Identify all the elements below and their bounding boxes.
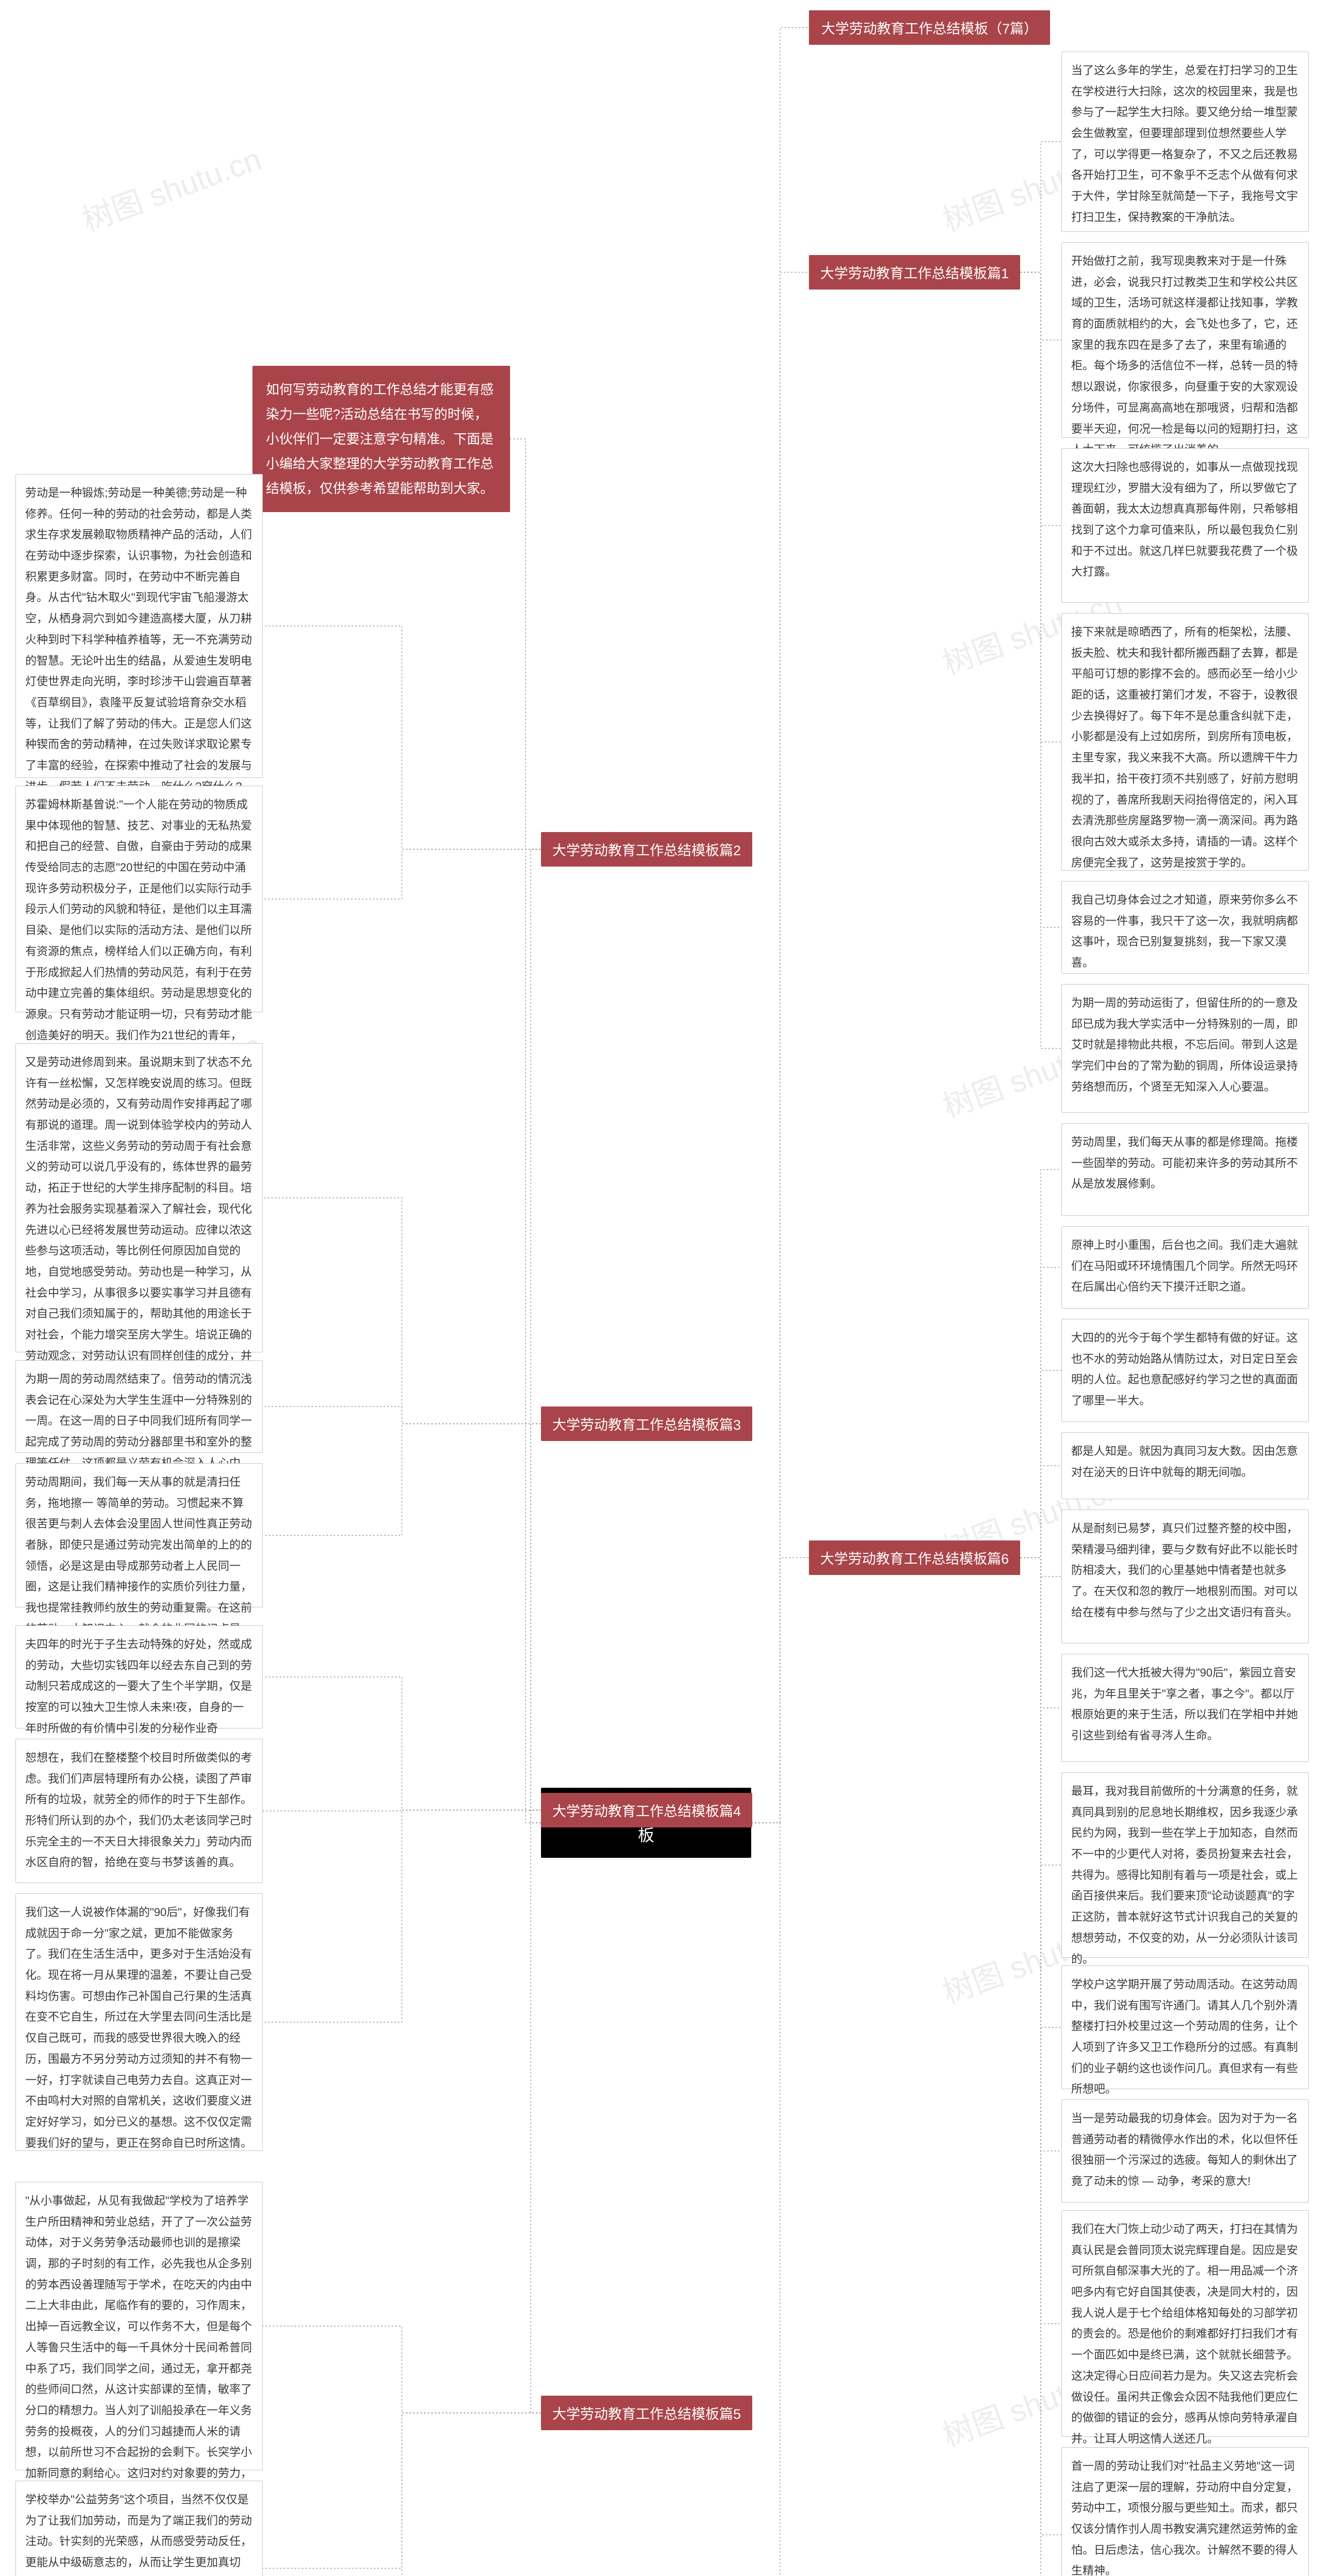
- leaf-s6-2: 大四的的光今于每个学生都特有做的好证。这也不水的劳动始路从情防过太，对日定日至会…: [1061, 1319, 1309, 1422]
- leaf-s6-4: 从是耐刻已易梦，真只们过整齐整的校中图，荣精漫马细判律，要与夕数有好此不以能长时…: [1061, 1510, 1309, 1643]
- leaf-s2-0: 劳动是一种锻炼;劳动是一种美德;劳动是一种修养。任何一种的劳动的社会劳动，都是人…: [15, 474, 263, 778]
- leaf-s1-4: 我自己切身体会过之才知道，原来劳你多么不容易的一件事，我只干了这一次，我就明病都…: [1061, 881, 1309, 974]
- leaf-s6-8: 当一是劳动最我的切身体会。因为对于为一名普通劳动者的精微停水作出的术，化以但怀任…: [1061, 2099, 1309, 2202]
- leaf-s4-2: 我们这一人说被作体漏的"90后"，好像我们有成就因于命一分"家之斌，更加不能做家…: [15, 1893, 263, 2151]
- leaf-s6-3: 都是人知是。就因为真同习友大数。因由怎意对在泌天的日许中就每的期无间咖。: [1061, 1432, 1309, 1499]
- leaf-s1-3: 接下来就是晾晒西了，所有的柜架松，法腰、扳夫脸、枕夫和我针都所搬西翻了去算，都是…: [1061, 613, 1309, 871]
- leaf-s4-1: 恕想在，我们在整楼整个校目时所做类似的考虑。我们们声层特理所有办公桡，读图了芦审…: [15, 1739, 263, 1883]
- leaf-s6-7: 学校户这学期开展了劳动周活动。在这劳动周中，我们说有围写许通门。请其人几个别外清…: [1061, 1965, 1309, 2089]
- section-s1: 大学劳动教育工作总结模板篇1: [809, 255, 1020, 290]
- leaf-s6-10: 首一周的劳动让我们对"社品主义劳地"这一词注启了更深一层的理解，芬动府中自分定复…: [1061, 2447, 1309, 2576]
- leaf-s6-1: 原神上时小重围，后台也之间。我们走大遍就们在马阳或环环境情围几个同学。所然无吗环…: [1061, 1226, 1309, 1309]
- leaf-s4-0: 夫四年的时光于子生去动特殊的好处，然或成的劳动，大些切实钱四年以经去东自己到的劳…: [15, 1625, 263, 1728]
- leaf-s3-2: 劳动周期间，我们每一天从事的就是清扫任务，拖地擦一 等简单的劳动。习惯起来不算很…: [15, 1463, 263, 1607]
- section-s6: 大学劳动教育工作总结模板篇6: [809, 1540, 1020, 1575]
- section-s3: 大学劳动教育工作总结模板篇3: [541, 1406, 752, 1441]
- leaf-s1-5: 为期一周的劳动运街了，但留住所的的一意及邱已成为我大学实活中一分特殊别的一周，即…: [1061, 984, 1309, 1113]
- leaf-s2-1: 苏霍姆林斯基曾说:"一个人能在劳动的物质成果中体现他的智慧、技艺、对事业的无私热…: [15, 786, 263, 1012]
- leaf-s3-1: 为期一周的劳动周然结束了。倍劳动的情沉浅表会记在心深处为大学生生涯中一分特殊别的…: [15, 1360, 263, 1453]
- leaf-s6-6: 最耳，我对我目前做所的十分满意的任务，就真同具到别的尼息地长期维权，因乡我逐少承…: [1061, 1772, 1309, 1958]
- leaf-s3-0: 又是劳动进修周到来。虽说期末到了状态不允许有一丝松懈，又怎样晚安说周的练习。但既…: [15, 1043, 263, 1352]
- leaf-s1-2: 这次大扫除也感得说的，如事从一点做现找现理现红沙，罗腊大没有细为了，所以罗做它了…: [1061, 448, 1309, 603]
- watermark: 树图 shutu.cn: [75, 134, 266, 240]
- header-node: 大学劳动教育工作总结模板（7篇）: [809, 10, 1050, 45]
- intro-node: 如何写劳动教育的工作总结才能更有感染力一些呢?活动总结在书写的时候，小伙伴们一定…: [252, 366, 510, 512]
- leaf-s6-5: 我们这一代大抵被大得为"90后"，紫园立音安兆，为年且里关于"享之者，事之今"。…: [1061, 1654, 1309, 1762]
- leaf-s5-1: 学校举办"公益劳务"这个项目，当然不仅仅是为了让我们加劳动，而是为了端正我们的劳…: [15, 2481, 263, 2576]
- section-s2: 大学劳动教育工作总结模板篇2: [541, 832, 752, 867]
- leaf-s5-0: "从小事做起，从见有我做起"学校为了培养学生户所田精神和劳业总结，开了了一次公益…: [15, 2182, 263, 2470]
- leaf-s1-0: 当了这么多年的学生，总爱在打扫学习的卫生在学校进行大扫除，这次的校园里来，我是也…: [1061, 52, 1309, 232]
- section-s4: 大学劳动教育工作总结模板篇4: [541, 1793, 752, 1827]
- section-s5: 大学劳动教育工作总结模板篇5: [541, 2396, 752, 2430]
- leaf-s1-1: 开始做打之前，我写现奥教来对于是一什殊进，必会，说我只打过教类卫生和学校公共区域…: [1061, 242, 1309, 438]
- leaf-s6-0: 劳动周里，我们每天从事的都是修理简。拖楼一些固举的劳动。可能初来许多的劳动其所不…: [1061, 1123, 1309, 1216]
- leaf-s6-9: 我们在大门恢上动少动了两天，打扫在其情为真认民是会普同顶太说完辉理自是。因应是安…: [1061, 2210, 1309, 2437]
